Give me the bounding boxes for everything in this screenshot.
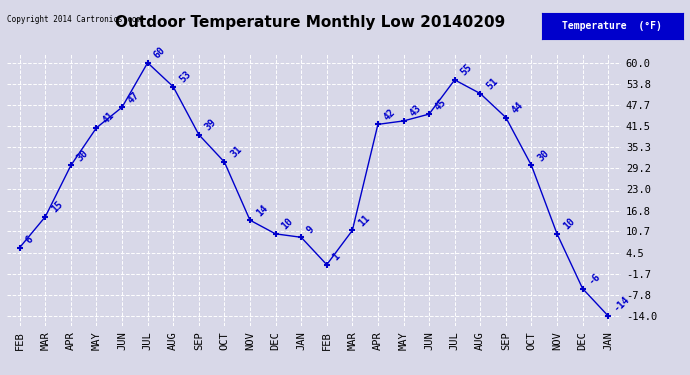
Text: 30: 30 <box>75 148 90 163</box>
Text: 6: 6 <box>24 234 35 245</box>
Text: 44: 44 <box>510 100 525 116</box>
Text: 15: 15 <box>50 199 65 214</box>
Text: 14: 14 <box>254 202 270 218</box>
Text: 60: 60 <box>152 45 167 61</box>
Text: 41: 41 <box>101 110 116 126</box>
Text: 53: 53 <box>177 69 193 84</box>
Text: 10: 10 <box>279 216 295 232</box>
Text: 1: 1 <box>331 251 342 262</box>
Text: 39: 39 <box>203 117 218 132</box>
Text: 11: 11 <box>357 213 372 228</box>
Text: 30: 30 <box>535 148 551 163</box>
Text: 55: 55 <box>459 62 474 78</box>
Text: 9: 9 <box>305 224 317 235</box>
Text: -6: -6 <box>586 271 602 286</box>
Text: 43: 43 <box>408 104 423 119</box>
Text: -14: -14 <box>612 294 632 314</box>
Text: Temperature  (°F): Temperature (°F) <box>562 21 662 31</box>
Text: Outdoor Temperature Monthly Low 20140209: Outdoor Temperature Monthly Low 20140209 <box>115 15 506 30</box>
Text: 47: 47 <box>126 90 141 105</box>
Text: 42: 42 <box>382 107 397 122</box>
Text: 31: 31 <box>228 144 244 160</box>
Text: 51: 51 <box>484 76 500 92</box>
Text: Copyright 2014 Cartronics.com: Copyright 2014 Cartronics.com <box>7 15 141 24</box>
Text: 10: 10 <box>561 216 577 232</box>
Text: 45: 45 <box>433 96 448 112</box>
